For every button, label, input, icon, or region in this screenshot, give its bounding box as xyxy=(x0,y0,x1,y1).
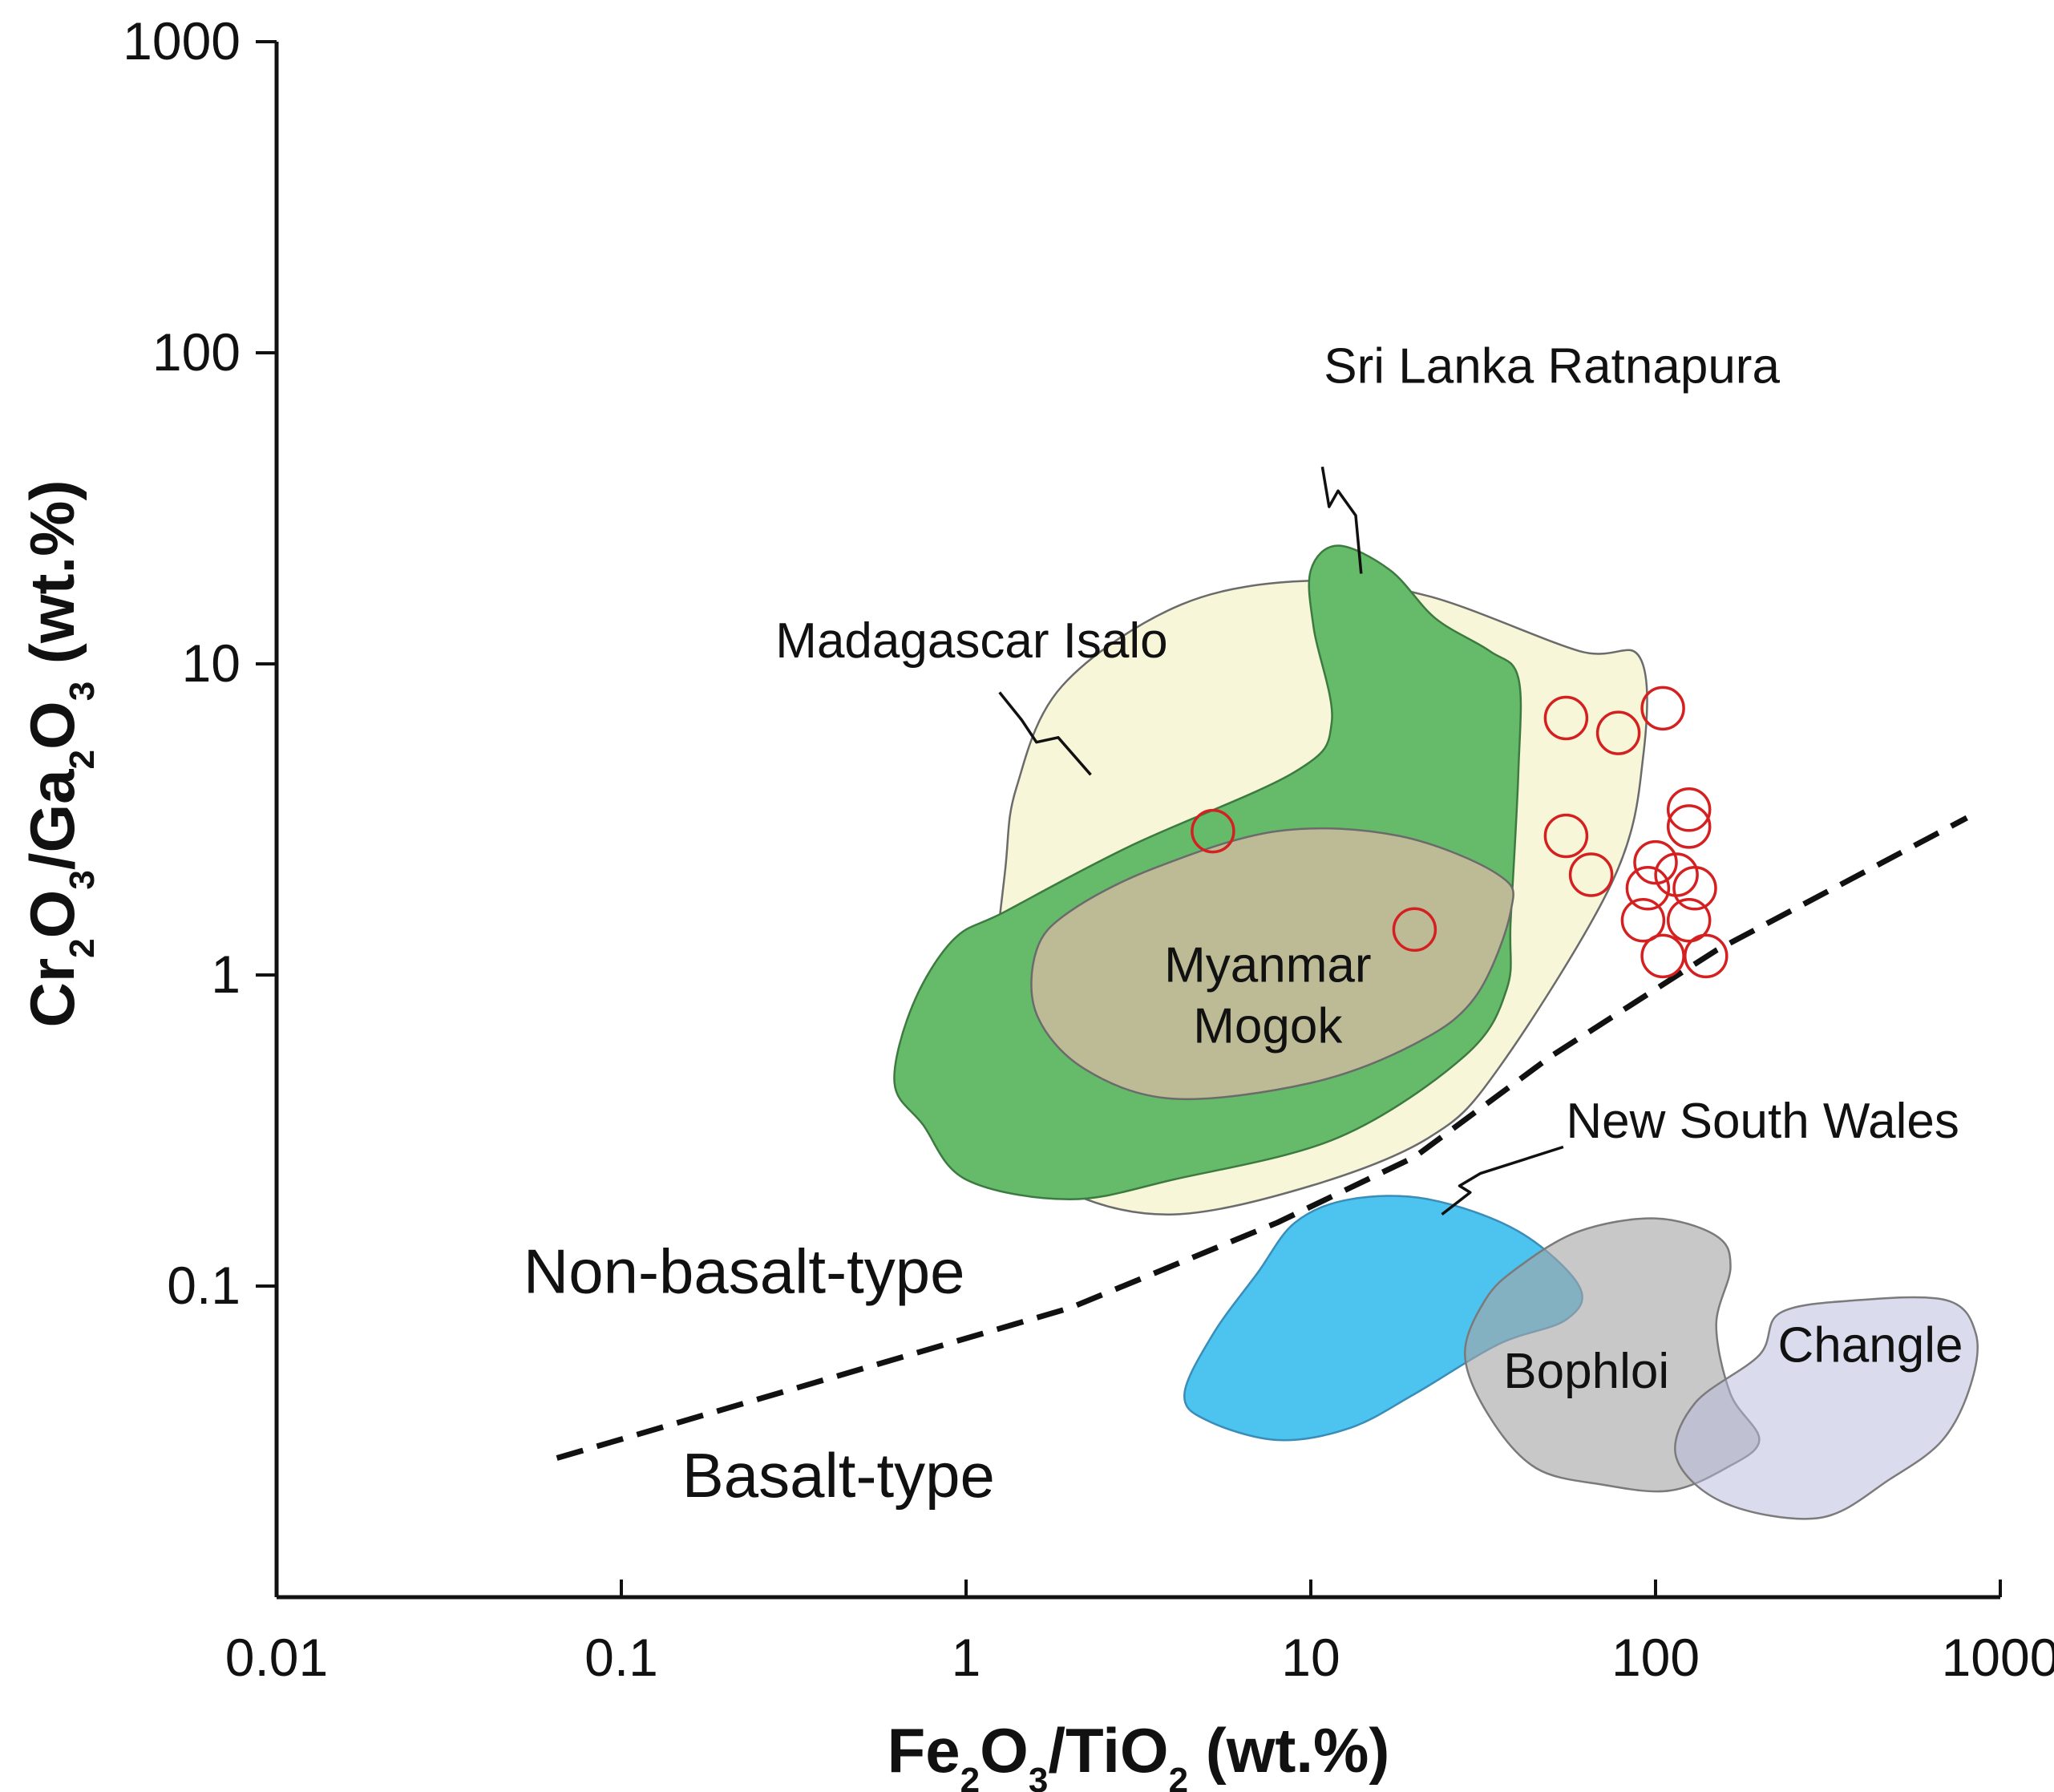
region-label-changle: Changle xyxy=(1778,1318,1963,1373)
sample-point xyxy=(1640,686,1685,731)
x-tick-label: 100 xyxy=(1611,1628,1700,1687)
axis-title-part: /Ga xyxy=(17,769,87,870)
x-tick-label: 10 xyxy=(1281,1628,1340,1687)
regions-layer xyxy=(893,544,1979,1520)
leader-line-new-south-wales xyxy=(1441,1145,1564,1216)
region-label-line: Mogok xyxy=(1193,999,1343,1054)
x-tick-label: 0.1 xyxy=(584,1628,658,1687)
region-label-line: Sri Lanka Ratnapura xyxy=(1324,339,1780,394)
axis-title-subscript: 3 xyxy=(63,870,102,889)
class-label-basalt-type: Basalt-type xyxy=(682,1440,995,1511)
sample-point xyxy=(1620,897,1666,943)
region-changle xyxy=(1674,1296,1979,1520)
x-tick-label: 1000 xyxy=(1942,1628,2054,1687)
axis-title-part: Fe xyxy=(888,1715,960,1786)
sample-point xyxy=(1666,804,1712,849)
sample-point xyxy=(1392,907,1437,953)
sample-point xyxy=(1633,839,1678,885)
leader-line-madagascar-isalo xyxy=(998,691,1092,776)
leader-line-sri-lanka-ratnapura xyxy=(1320,466,1363,574)
region-label-line: New South Wales xyxy=(1566,1094,1959,1149)
region-label-line: Madagascar Isalo xyxy=(775,613,1167,669)
sample-point xyxy=(1625,866,1671,911)
axis-title-part: O xyxy=(980,1715,1029,1786)
sample-point xyxy=(1672,866,1717,911)
y-tick-label: 10 xyxy=(182,633,241,693)
axis-title-part: /TiO xyxy=(1048,1715,1168,1786)
region-label-line: Myanmar xyxy=(1164,938,1371,993)
axis-title-subscript: 2 xyxy=(1169,1761,1188,1792)
x-tick-label: 1 xyxy=(952,1628,981,1687)
region-myanmar-mogok xyxy=(1030,827,1514,1101)
sample-point xyxy=(1666,787,1712,832)
axis-title-subscript: 2 xyxy=(960,1761,980,1792)
sample-point xyxy=(1543,695,1589,741)
sample-point xyxy=(1684,933,1729,979)
axis-title-subscript: 2 xyxy=(63,938,102,957)
region-label-madagascar-isalo: Madagascar Isalo xyxy=(775,613,1167,669)
axis-title-subscript: 3 xyxy=(1029,1761,1048,1792)
labels-layer: Madagascar Isalo Sri Lanka Ratnapura Myanm… xyxy=(17,11,2054,1792)
y-tick-label: 1000 xyxy=(123,11,241,71)
region-label-line: Bophloi xyxy=(1503,1344,1669,1399)
axis-title-part: (wt.%) xyxy=(1188,1715,1389,1786)
axis-title-part: O xyxy=(17,890,87,939)
y-axis-title: Cr2O3/Ga2O3 (wt.%) xyxy=(17,480,102,1028)
region-label-line: Changle xyxy=(1778,1318,1963,1373)
x-axis-title: Fe2O3/TiO2 (wt.%) xyxy=(888,1715,1390,1792)
region-new-south-wales xyxy=(1183,1195,1583,1442)
sample-point xyxy=(1191,808,1235,854)
boundary-dashed-line xyxy=(556,815,1968,1461)
axis-title-part: (wt.%) xyxy=(17,480,87,682)
axis-title-subscript: 3 xyxy=(63,682,102,701)
sample-point xyxy=(1595,710,1641,755)
x-tick-label: 0.01 xyxy=(225,1628,328,1687)
axes-layer xyxy=(256,40,2002,1600)
sample-point xyxy=(1568,852,1614,897)
axis-title-subscript: 2 xyxy=(63,750,102,769)
sample-points-layer xyxy=(1191,686,1729,979)
axis-title-part: Cr xyxy=(17,958,87,1028)
y-tick-label: 0.1 xyxy=(167,1256,241,1315)
y-tick-label: 100 xyxy=(152,322,241,382)
leader-lines-layer xyxy=(998,466,1564,1216)
y-tick-label: 1 xyxy=(211,945,241,1004)
class-label-non-basalt-type: Non-basalt-type xyxy=(524,1236,965,1307)
axis-title-part: O xyxy=(17,701,87,750)
region-label-myanmar-mogok: Myanmar Mogok xyxy=(1164,938,1371,1054)
region-label-new-south-wales: New South Wales xyxy=(1566,1094,1959,1149)
region-label-bophloi: Bophloi xyxy=(1503,1344,1669,1399)
boundary-layer xyxy=(556,815,1968,1461)
sample-point xyxy=(1543,813,1589,859)
sample-point xyxy=(1666,897,1712,943)
region-label-sri-lanka-ratnapura: Sri Lanka Ratnapura xyxy=(1324,339,1780,394)
